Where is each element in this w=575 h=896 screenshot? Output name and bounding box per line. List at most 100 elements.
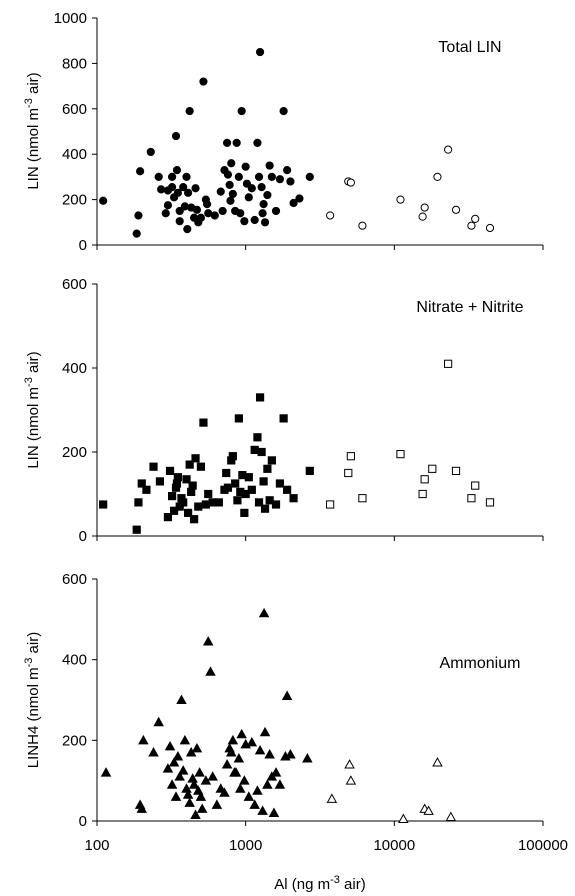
data-point [171, 131, 181, 141]
data-point [218, 206, 227, 216]
data-point [267, 456, 276, 465]
data-point [196, 803, 208, 813]
data-point [163, 513, 173, 522]
data-point [239, 775, 250, 785]
data-point [471, 481, 480, 490]
data-point [264, 749, 275, 759]
data-point [257, 447, 266, 457]
data-point [182, 172, 191, 181]
data-point [285, 749, 296, 759]
y-tick-label: 400 [62, 146, 87, 163]
data-point [305, 466, 314, 475]
data-point [247, 184, 256, 193]
x-tick-label: 10000 [373, 837, 415, 854]
data-point [467, 494, 476, 503]
data-point [235, 783, 246, 793]
series-open-square [326, 359, 495, 509]
series-filled-triangle [100, 607, 313, 819]
data-point [283, 485, 292, 494]
data-point [258, 607, 270, 618]
data-point [271, 206, 281, 216]
data-point [255, 47, 265, 57]
data-point [326, 211, 335, 220]
data-point [205, 666, 216, 676]
data-point [188, 779, 200, 789]
data-point [247, 485, 256, 494]
data-point [233, 496, 242, 505]
data-point [154, 172, 163, 181]
panel-title: Total LIN [438, 39, 501, 56]
data-point [274, 779, 286, 789]
x-axis-label: Al (ng m-3 air) [274, 874, 365, 893]
series-filled-square [99, 393, 314, 534]
data-point [175, 206, 184, 216]
data-point [236, 728, 247, 739]
data-point [286, 177, 295, 186]
data-point [99, 196, 108, 205]
data-point [196, 213, 206, 222]
data-point [358, 221, 367, 230]
data-point [162, 763, 174, 773]
data-point [262, 779, 273, 789]
data-point [204, 489, 213, 499]
data-point [485, 498, 495, 507]
data-point [252, 785, 263, 795]
y-tick-label: 0 [79, 813, 87, 830]
data-point [196, 462, 206, 471]
data-point [326, 500, 335, 509]
data-point [433, 172, 442, 181]
data-point [233, 753, 245, 763]
data-point [199, 77, 208, 86]
data-point [210, 211, 219, 220]
data-point [222, 468, 231, 478]
data-point [137, 479, 146, 488]
data-point [420, 203, 429, 212]
data-point [167, 183, 177, 192]
data-point [418, 489, 427, 499]
data-point [326, 793, 338, 803]
data-point [169, 506, 179, 515]
y-tick-label: 600 [62, 571, 87, 588]
data-point [184, 797, 195, 807]
data-point [485, 223, 495, 233]
data-point [170, 791, 182, 801]
x-tick-label: 100000 [518, 837, 568, 854]
data-point [244, 193, 253, 202]
y-axis-label: LIN (nmol m-3 air) [23, 72, 42, 189]
data-point [202, 636, 214, 646]
data-point [185, 460, 194, 469]
data-point [265, 161, 274, 170]
data-point [231, 479, 240, 488]
data-point [358, 494, 367, 503]
data-point [138, 734, 149, 745]
y-tick-label: 800 [62, 55, 87, 72]
data-point [232, 138, 241, 147]
y-axis-label: LINH4 (nmol m-3 air) [23, 632, 42, 768]
data-point [240, 217, 249, 226]
data-point [259, 200, 268, 209]
data-point [228, 189, 237, 199]
x-tick-label: 100 [84, 837, 109, 854]
data-point [188, 481, 197, 490]
series-open-triangle [326, 757, 457, 824]
data-point [267, 172, 276, 181]
data-point [260, 504, 270, 513]
data-point [199, 418, 208, 427]
y-tick-label: 600 [62, 276, 87, 293]
data-point [227, 159, 236, 168]
data-point [194, 767, 205, 777]
data-point [163, 201, 173, 210]
data-point [265, 496, 274, 505]
data-point [254, 498, 264, 507]
data-point [281, 690, 293, 700]
data-point [226, 196, 235, 205]
data-point [268, 807, 280, 817]
data-point [451, 466, 461, 475]
data-point [166, 779, 178, 789]
data-point [254, 172, 264, 181]
data-point [191, 454, 200, 463]
data-point [179, 183, 188, 192]
data-point [174, 771, 185, 781]
data-point [275, 479, 285, 488]
data-point [190, 515, 199, 524]
